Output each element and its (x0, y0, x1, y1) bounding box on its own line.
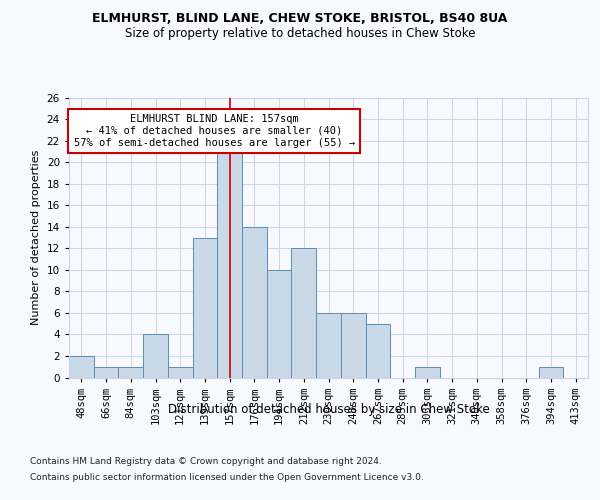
Bar (415, 366, 440, 378)
Text: Size of property relative to detached houses in Chew Stoke: Size of property relative to detached ho… (125, 28, 475, 40)
Text: Contains public sector information licensed under the Open Government Licence v3: Contains public sector information licen… (30, 472, 424, 482)
Y-axis label: Number of detached properties: Number of detached properties (31, 150, 41, 325)
Text: ELMHURST, BLIND LANE, CHEW STOKE, BRISTOL, BS40 8UA: ELMHURST, BLIND LANE, CHEW STOKE, BRISTO… (92, 12, 508, 26)
Text: Contains HM Land Registry data © Crown copyright and database right 2024.: Contains HM Land Registry data © Crown c… (30, 458, 382, 466)
Bar (217, 140, 242, 378)
Bar (539, 366, 563, 378)
Bar (341, 313, 365, 378)
Bar (267, 270, 292, 378)
Bar (365, 324, 390, 378)
Text: Distribution of detached houses by size in Chew Stoke: Distribution of detached houses by size … (168, 402, 490, 415)
Bar (193, 238, 217, 378)
Text: ELMHURST BLIND LANE: 157sqm
← 41% of detached houses are smaller (40)
57% of sem: ELMHURST BLIND LANE: 157sqm ← 41% of det… (74, 114, 355, 148)
Bar (168, 366, 193, 378)
Bar (94, 366, 118, 378)
Bar (143, 334, 168, 378)
Bar (292, 248, 316, 378)
Bar (118, 366, 143, 378)
Bar (316, 313, 341, 378)
Bar (242, 226, 267, 378)
Bar (69, 356, 94, 378)
